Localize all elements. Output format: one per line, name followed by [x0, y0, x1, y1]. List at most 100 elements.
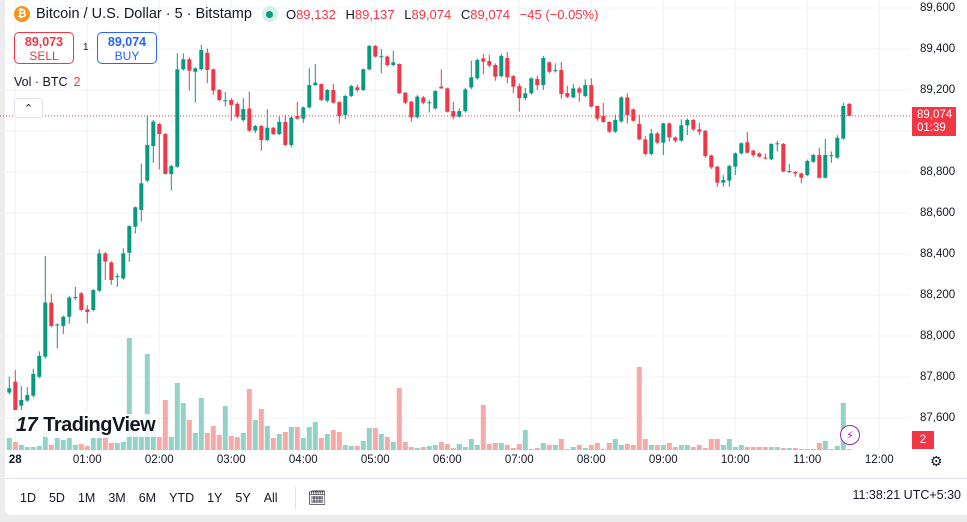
time-tick-label: 04:00 [288, 454, 318, 466]
range-button-3m[interactable]: 3M [108, 491, 126, 505]
volume-bar [450, 448, 456, 450]
candle-body [7, 388, 12, 393]
volume-legend[interactable]: Vol · BTC 2 [14, 75, 80, 89]
candle-body [493, 64, 498, 77]
candle-body [409, 101, 414, 118]
candle-body [385, 56, 390, 65]
candle-body [469, 77, 474, 88]
candle-body [739, 143, 744, 154]
volume-bar [666, 443, 672, 450]
volume-bar [294, 427, 300, 450]
volume-bar [540, 443, 546, 450]
volume-bar [756, 447, 762, 450]
volume-bar [282, 432, 288, 450]
time-tick-label: 28 [8, 454, 22, 466]
volume-bar [12, 442, 18, 450]
volume-bar [732, 447, 738, 450]
volume-bar [528, 449, 534, 450]
range-button-5y[interactable]: 5Y [235, 491, 251, 505]
volume-bar [270, 438, 276, 450]
buy-label: BUY [114, 49, 140, 63]
volume-bar [168, 437, 174, 450]
volume-bar [816, 443, 822, 450]
volume-bar [432, 445, 438, 450]
candle-body [127, 226, 132, 253]
volume-bar [606, 443, 612, 450]
volume-bar [678, 445, 684, 450]
candle-body [727, 166, 732, 181]
candle-body [283, 121, 288, 145]
tradingview-logo[interactable]: 17 TradingView [16, 414, 159, 437]
sell-label: SELL [29, 49, 59, 63]
volume-bar [792, 448, 798, 450]
calendar-goto-icon[interactable]: 🗓︎ [307, 490, 327, 507]
volume-bar [690, 447, 696, 450]
range-button-all[interactable]: All [263, 491, 278, 505]
volume-bar [510, 448, 516, 450]
open-value: 89,132 [296, 6, 336, 22]
lightning-icon[interactable]: ⚡︎ [840, 425, 860, 445]
range-button-ytd[interactable]: YTD [169, 491, 195, 505]
volume-bar [24, 447, 30, 450]
volume-bar [114, 443, 120, 450]
gear-icon[interactable]: ⚙︎ [930, 453, 943, 469]
volume-bar [426, 446, 432, 450]
price-chart[interactable] [0, 0, 967, 478]
volume-bar [444, 444, 450, 450]
low-value: 89,074 [411, 6, 452, 22]
price-tick-label: 88,600 [920, 207, 956, 219]
sell-button[interactable]: 89,073 SELL [14, 32, 74, 64]
symbol-title[interactable]: Bitcoin / U.S. Dollar · 5 · Bitstamp [36, 6, 252, 22]
toolbar-divider [294, 487, 296, 509]
volume-bar [630, 445, 636, 450]
price-tick-label: 88,000 [920, 330, 956, 342]
collapse-legend-button[interactable]: ⌃ [14, 98, 43, 118]
volume-bar [780, 448, 786, 450]
candle-body [13, 381, 18, 411]
volume-bar [252, 420, 258, 450]
volume-bar [264, 426, 270, 450]
volume-bar [348, 446, 354, 450]
range-button-1m[interactable]: 1M [77, 491, 96, 505]
candle-body [157, 124, 162, 135]
clock[interactable]: 11:38:21 UTC+5:30 [852, 488, 961, 502]
candle-body [523, 93, 528, 98]
candle-body [367, 45, 372, 70]
candle-body [835, 137, 840, 158]
volume-bar [696, 445, 702, 450]
volume-bar [354, 446, 360, 450]
tradingview-mark-icon: 17 [16, 414, 38, 436]
volume-bar [210, 426, 216, 450]
time-tick-label: 03:00 [216, 454, 246, 466]
buy-button[interactable]: 89,074 BUY [97, 32, 157, 64]
candle-body [79, 293, 84, 310]
volume-bar [600, 449, 606, 450]
volume-bar [336, 432, 342, 450]
volume-bar [438, 442, 444, 450]
spread-value: 1 [83, 42, 89, 53]
candle-body [43, 302, 48, 357]
candle-body [25, 395, 30, 401]
volume-bar [312, 422, 318, 450]
volume-bar [378, 434, 384, 450]
range-button-6m[interactable]: 6M [138, 491, 157, 505]
range-button-1d[interactable]: 1D [20, 491, 36, 505]
candle-body [271, 127, 276, 135]
candle-body [679, 125, 684, 141]
candle-body [31, 373, 36, 396]
candle-body [769, 143, 774, 160]
candle-body [799, 173, 804, 178]
candle-body [463, 89, 468, 112]
range-button-5d[interactable]: 5D [48, 491, 65, 505]
volume-bar [84, 446, 90, 450]
volume-bar [744, 447, 750, 450]
volume-bar [42, 430, 48, 450]
range-button-1y[interactable]: 1Y [207, 491, 223, 505]
volume-bar [204, 433, 210, 450]
volume-bar [654, 445, 660, 450]
candle-body [457, 111, 462, 117]
volume-bar [228, 436, 234, 450]
candle-body [109, 262, 114, 281]
candle-body [205, 52, 210, 70]
logo-text: TradingView [43, 414, 156, 436]
